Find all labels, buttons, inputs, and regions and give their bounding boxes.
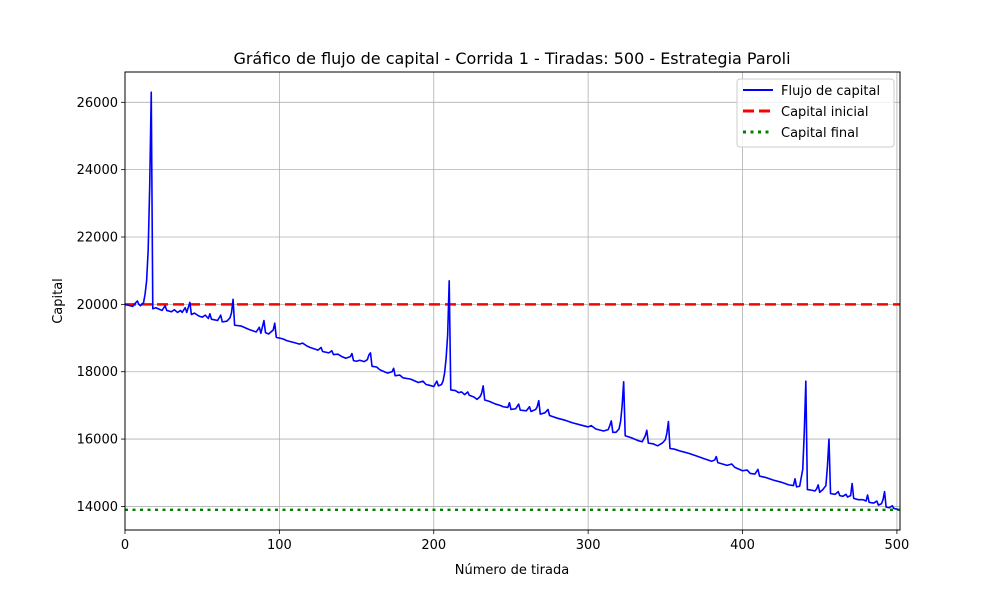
y-tick-label: 14000	[77, 500, 118, 515]
y-tick-label: 26000	[77, 96, 118, 111]
y-tick-label: 20000	[77, 298, 118, 313]
y-axis-label: Capital	[51, 278, 66, 324]
legend-box	[736, 78, 895, 148]
y-tick-label: 24000	[77, 163, 118, 178]
x-axis-ticks: 0 100 200 300 400 500	[121, 530, 909, 553]
series-line-flujo-de-capital	[125, 91, 899, 511]
legend-label-capital-final: Capital final	[781, 126, 859, 141]
series-layer	[125, 91, 899, 511]
x-tick-label: 400	[730, 538, 755, 553]
reference-lines	[125, 303, 900, 511]
x-tick-label: 300	[576, 538, 601, 553]
chart-title: Gráfico de flujo de capital - Corrida 1 …	[233, 49, 790, 68]
legend-label-flujo: Flujo de capital	[781, 84, 880, 99]
plot-frame	[124, 71, 901, 531]
y-tick-label: 22000	[77, 231, 118, 246]
y-tick-label: 18000	[77, 365, 118, 380]
legend-label-capital-inicial: Capital inicial	[781, 105, 869, 120]
x-tick-label: 100	[267, 538, 292, 553]
x-tick-label: 500	[884, 538, 909, 553]
legend: Flujo de capital Capital inicial Capital…	[736, 78, 895, 148]
x-tick-label: 0	[121, 538, 129, 553]
y-tick-label: 16000	[77, 433, 118, 448]
x-tick-label: 200	[421, 538, 446, 553]
x-axis-label: Número de tirada	[455, 563, 569, 578]
y-axis-ticks: 14000 16000 18000 20000 22000 24000 26000	[77, 96, 125, 515]
